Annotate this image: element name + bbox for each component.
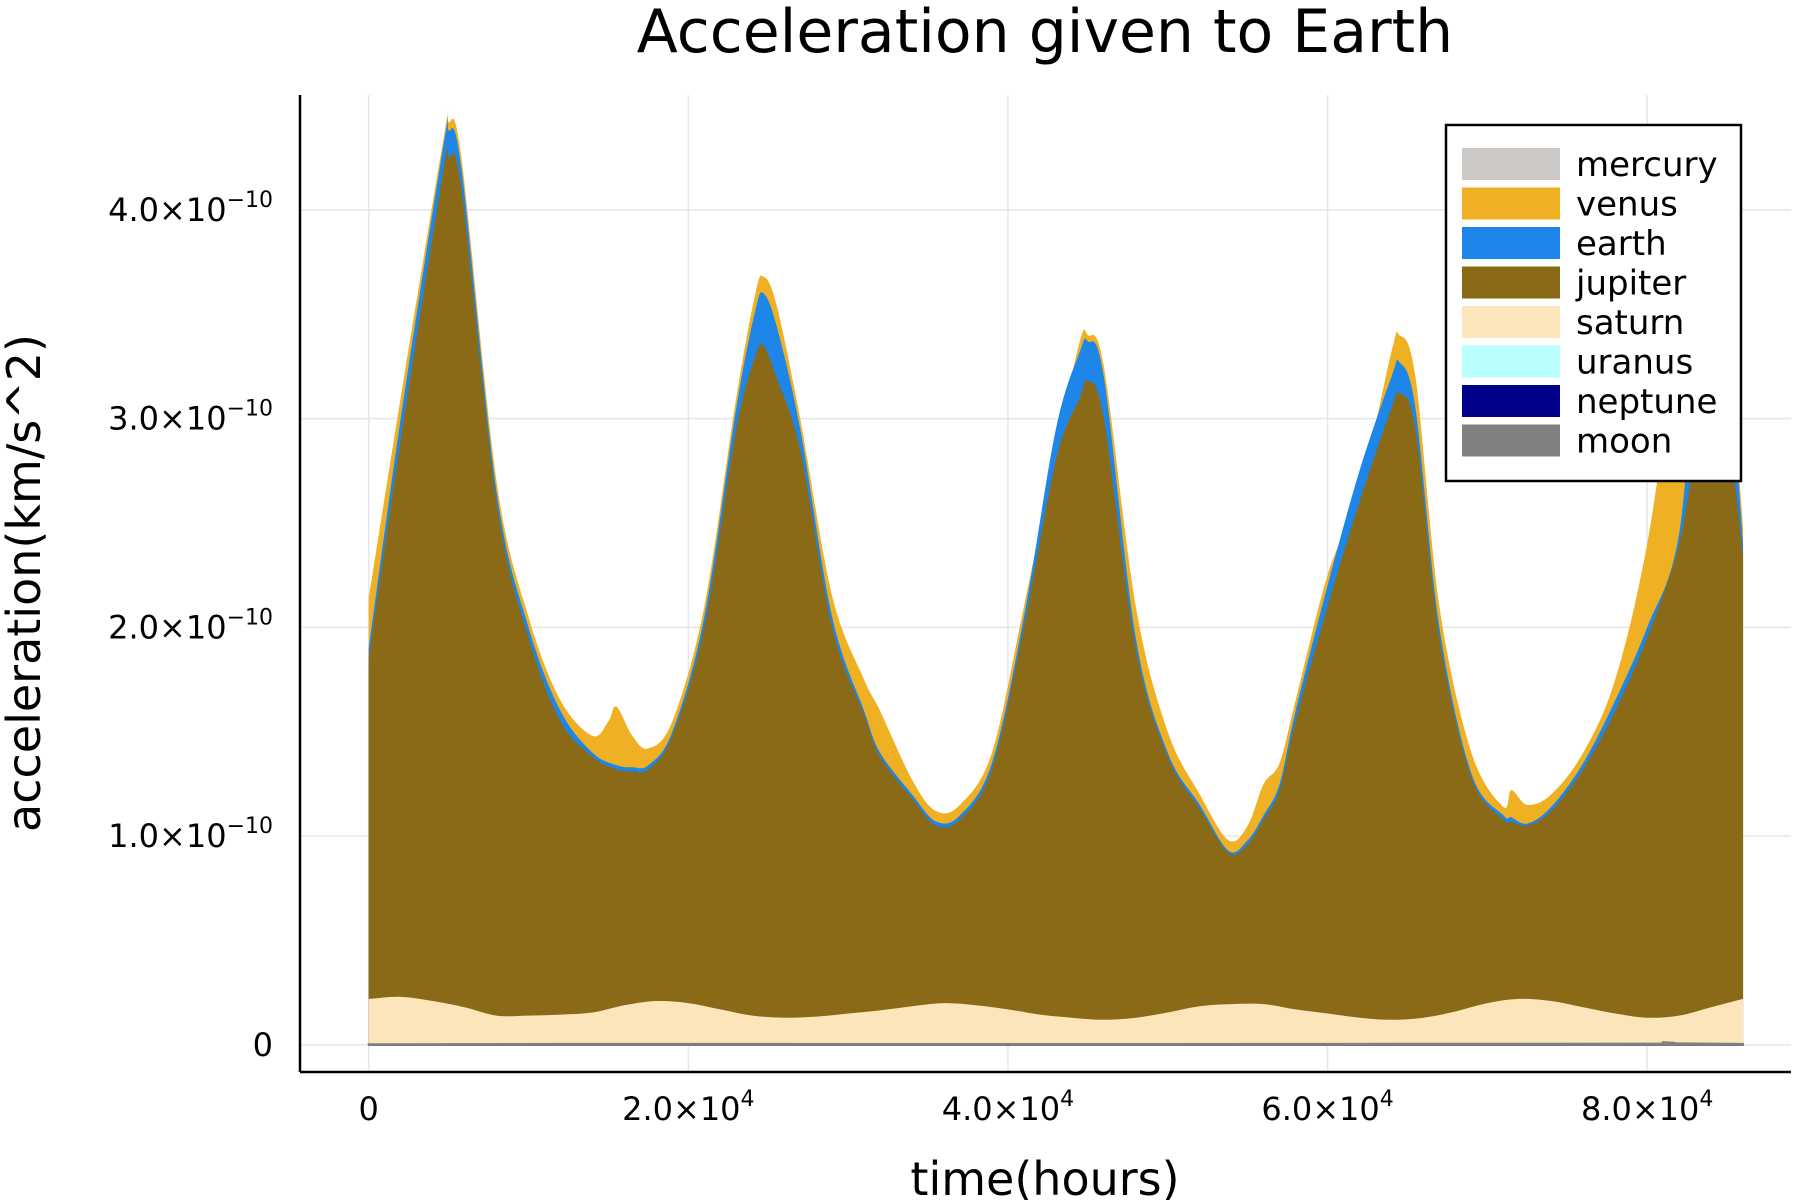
legend: mercuryvenusearthjupitersaturnuranusnept… <box>1444 123 1743 483</box>
x-tick-label: 2.0×104 <box>622 1087 754 1128</box>
legend-swatch-earth <box>1462 227 1560 259</box>
legend-label-jupiter: jupiter <box>1575 264 1686 304</box>
series-area-jupiter <box>368 143 1744 1045</box>
series-area-moon <box>367 1041 1745 1046</box>
x-tick-label: 6.0×104 <box>1261 1087 1393 1128</box>
y-tick-label: 2.0×10−10 <box>108 605 273 646</box>
y-tick-label: 1.0×10−10 <box>108 814 273 855</box>
legend-label-venus: venus <box>1576 185 1678 225</box>
legend-swatch-venus <box>1462 187 1560 220</box>
legend-swatch-saturn <box>1462 306 1560 338</box>
y-tick-label: 4.0×10−10 <box>108 188 273 229</box>
legend-label-earth: earth <box>1576 224 1667 264</box>
series-area-saturn <box>368 996 1744 1045</box>
legend-label-neptune: neptune <box>1576 382 1717 422</box>
legend-swatch-jupiter <box>1462 266 1560 299</box>
legend-label-mercury: mercury <box>1576 145 1718 185</box>
y-tick-label: 0 <box>253 1026 273 1064</box>
y-axis-label: acceleration(km/s^2) <box>0 334 51 832</box>
legend-label-saturn: saturn <box>1576 303 1684 343</box>
x-tick-label: 0 <box>359 1090 379 1128</box>
legend-swatch-mercury <box>1462 148 1560 180</box>
legend-label-uranus: uranus <box>1576 343 1693 383</box>
axes <box>298 95 1791 1074</box>
x-tick-label: 4.0×104 <box>942 1087 1074 1128</box>
legend-swatch-moon <box>1462 424 1560 457</box>
legend-box <box>1444 123 1743 483</box>
series-areas <box>367 110 1745 1046</box>
chart-title: Acceleration given to Earth <box>637 0 1453 67</box>
x-tick-label: 8.0×104 <box>1581 1087 1713 1128</box>
x-axis-label: time(hours) <box>910 1152 1179 1200</box>
tick-labels: 0 2.0×104 4.0×104 6.0×104 8.0×104 0 1.0×10−10 2… <box>108 188 1713 1128</box>
legend-swatch-neptune <box>1462 385 1560 417</box>
legend-label-moon: moon <box>1576 422 1672 462</box>
y-tick-label: 3.0×10−10 <box>108 397 273 438</box>
legend-swatch-uranus <box>1462 345 1560 378</box>
